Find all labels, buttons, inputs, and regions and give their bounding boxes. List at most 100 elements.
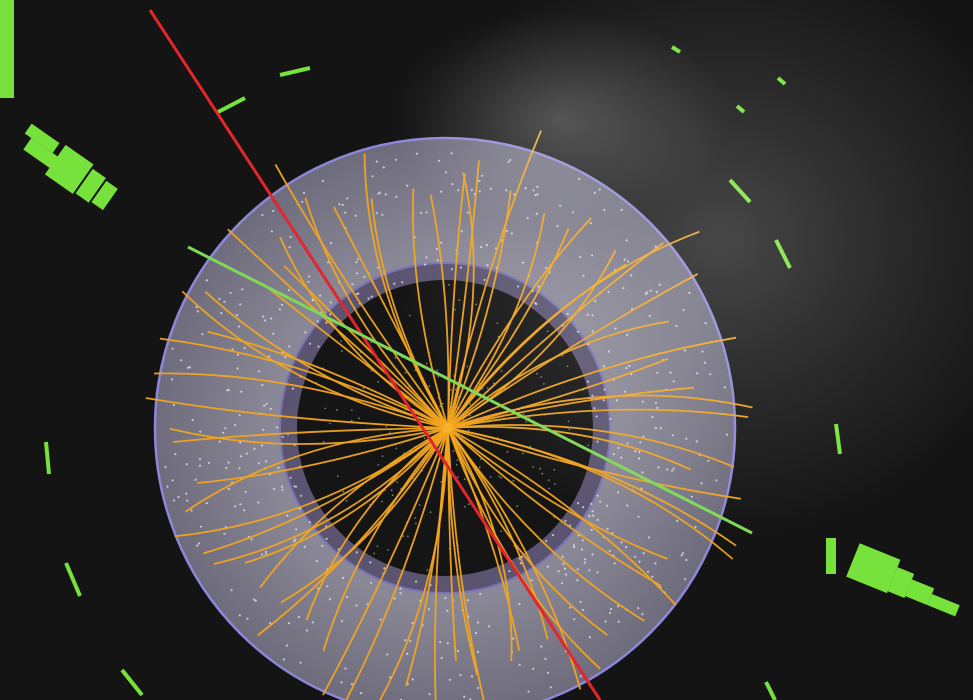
tracker-hit: [363, 275, 366, 278]
particle-track: [280, 427, 449, 604]
tracker-hit: [207, 461, 211, 464]
tracker-hit: [237, 325, 241, 328]
tracker-hit: [164, 466, 167, 469]
tracker-hit: [579, 675, 582, 678]
tracker-hit: [546, 671, 550, 674]
tracker-hit: [338, 203, 341, 206]
tracker-hit: [588, 636, 591, 639]
tracker-hit: [439, 640, 442, 644]
tracker-hit: [387, 548, 389, 551]
tracker-hit: [344, 667, 347, 670]
particle-track: [185, 427, 449, 513]
tracker-hit: [289, 476, 292, 479]
particle-track: [447, 427, 662, 587]
tracker-hit: [342, 490, 345, 493]
tracker-hit: [286, 514, 289, 517]
tracker-hit: [174, 453, 177, 456]
tracker-hit: [428, 385, 431, 387]
tracker-hit: [227, 388, 230, 392]
tracker-hit: [356, 258, 359, 261]
tracker-hit: [342, 576, 345, 580]
tracker-hit: [427, 608, 430, 611]
particle-track: [213, 427, 449, 565]
muon-chamber-hit: [279, 66, 311, 77]
tracker-hit: [340, 340, 343, 342]
tracker-hit: [369, 561, 372, 564]
tracker-hit: [376, 545, 379, 548]
tracker-hit: [239, 441, 242, 444]
tracker-hit: [308, 520, 311, 524]
tracker-hit: [377, 464, 379, 466]
tracker-hit: [456, 476, 459, 478]
tracker-hit: [288, 246, 291, 249]
particle-track: [345, 427, 449, 700]
tracker-hit: [475, 632, 478, 635]
tracker-hit: [317, 345, 320, 348]
tracker-hit: [393, 597, 396, 600]
particle-track: [322, 427, 449, 696]
tracker-hit: [532, 667, 535, 670]
tracker-hit: [235, 314, 239, 317]
particle-track: [447, 427, 549, 640]
particle-track: [447, 427, 521, 651]
tracker-hit: [281, 488, 284, 491]
tracker-hit: [185, 463, 188, 466]
tracker-hit: [198, 464, 202, 467]
calorimeter-block-upper-left: [0, 0, 118, 211]
tracker-hit: [448, 678, 451, 681]
tracker-hit: [350, 420, 353, 422]
tracker-hit: [459, 673, 462, 677]
tracker-hit: [680, 554, 683, 557]
tracker-hit: [180, 359, 183, 362]
tracker-hit: [223, 300, 226, 303]
tracker-hit: [302, 191, 306, 195]
tracker-hit: [328, 313, 332, 316]
tracker-hit: [562, 562, 565, 566]
tracker-hit: [264, 319, 267, 322]
tracker-hit: [583, 558, 587, 561]
tracker-hit: [191, 418, 194, 422]
tracker-hit: [316, 320, 319, 323]
particle-track: [322, 427, 449, 652]
tracker-hit: [299, 661, 302, 664]
tracker-hit: [610, 608, 613, 611]
tracker-hit: [172, 499, 176, 502]
tracker-hit: [263, 404, 266, 407]
tracker-hit: [423, 437, 426, 440]
tracker-hit: [580, 548, 584, 551]
particle-track: [447, 427, 608, 636]
tracker-hit: [530, 579, 533, 582]
tracker-hit: [637, 607, 640, 610]
tracker-hit: [187, 366, 190, 369]
tracker-hit: [231, 348, 234, 351]
tracker-hit: [390, 489, 393, 492]
tracker-hit: [329, 301, 332, 304]
tracker-hit: [201, 333, 204, 336]
tracker-hit: [479, 592, 482, 596]
tracker-hit: [466, 599, 469, 602]
tracker-hit: [572, 544, 575, 547]
tracker-hit: [590, 528, 593, 532]
tracker-hit: [238, 467, 241, 470]
tracker-hit: [354, 214, 357, 217]
tracker-hit: [608, 549, 612, 553]
tracker-hit: [551, 534, 555, 537]
particle-track: [379, 427, 449, 700]
tracker-hit: [350, 683, 354, 686]
muon-chamber-hit: [120, 668, 144, 697]
tracker-hit: [238, 614, 241, 617]
tracker-hit: [544, 657, 547, 661]
tracker-hit: [224, 427, 227, 430]
tracker-hit: [647, 536, 651, 539]
tracker-hit: [260, 553, 263, 556]
tracker-hit: [257, 501, 260, 504]
tracker-hit: [218, 297, 221, 301]
tracker-hit: [489, 476, 492, 478]
tracker-hit: [426, 569, 429, 571]
tracker-hit: [222, 431, 225, 434]
tracker-hit: [508, 570, 511, 573]
tracker-hit: [345, 500, 348, 502]
tracker-hit: [395, 447, 398, 450]
tracker-hit: [341, 203, 344, 206]
tracker-hit: [257, 462, 260, 465]
